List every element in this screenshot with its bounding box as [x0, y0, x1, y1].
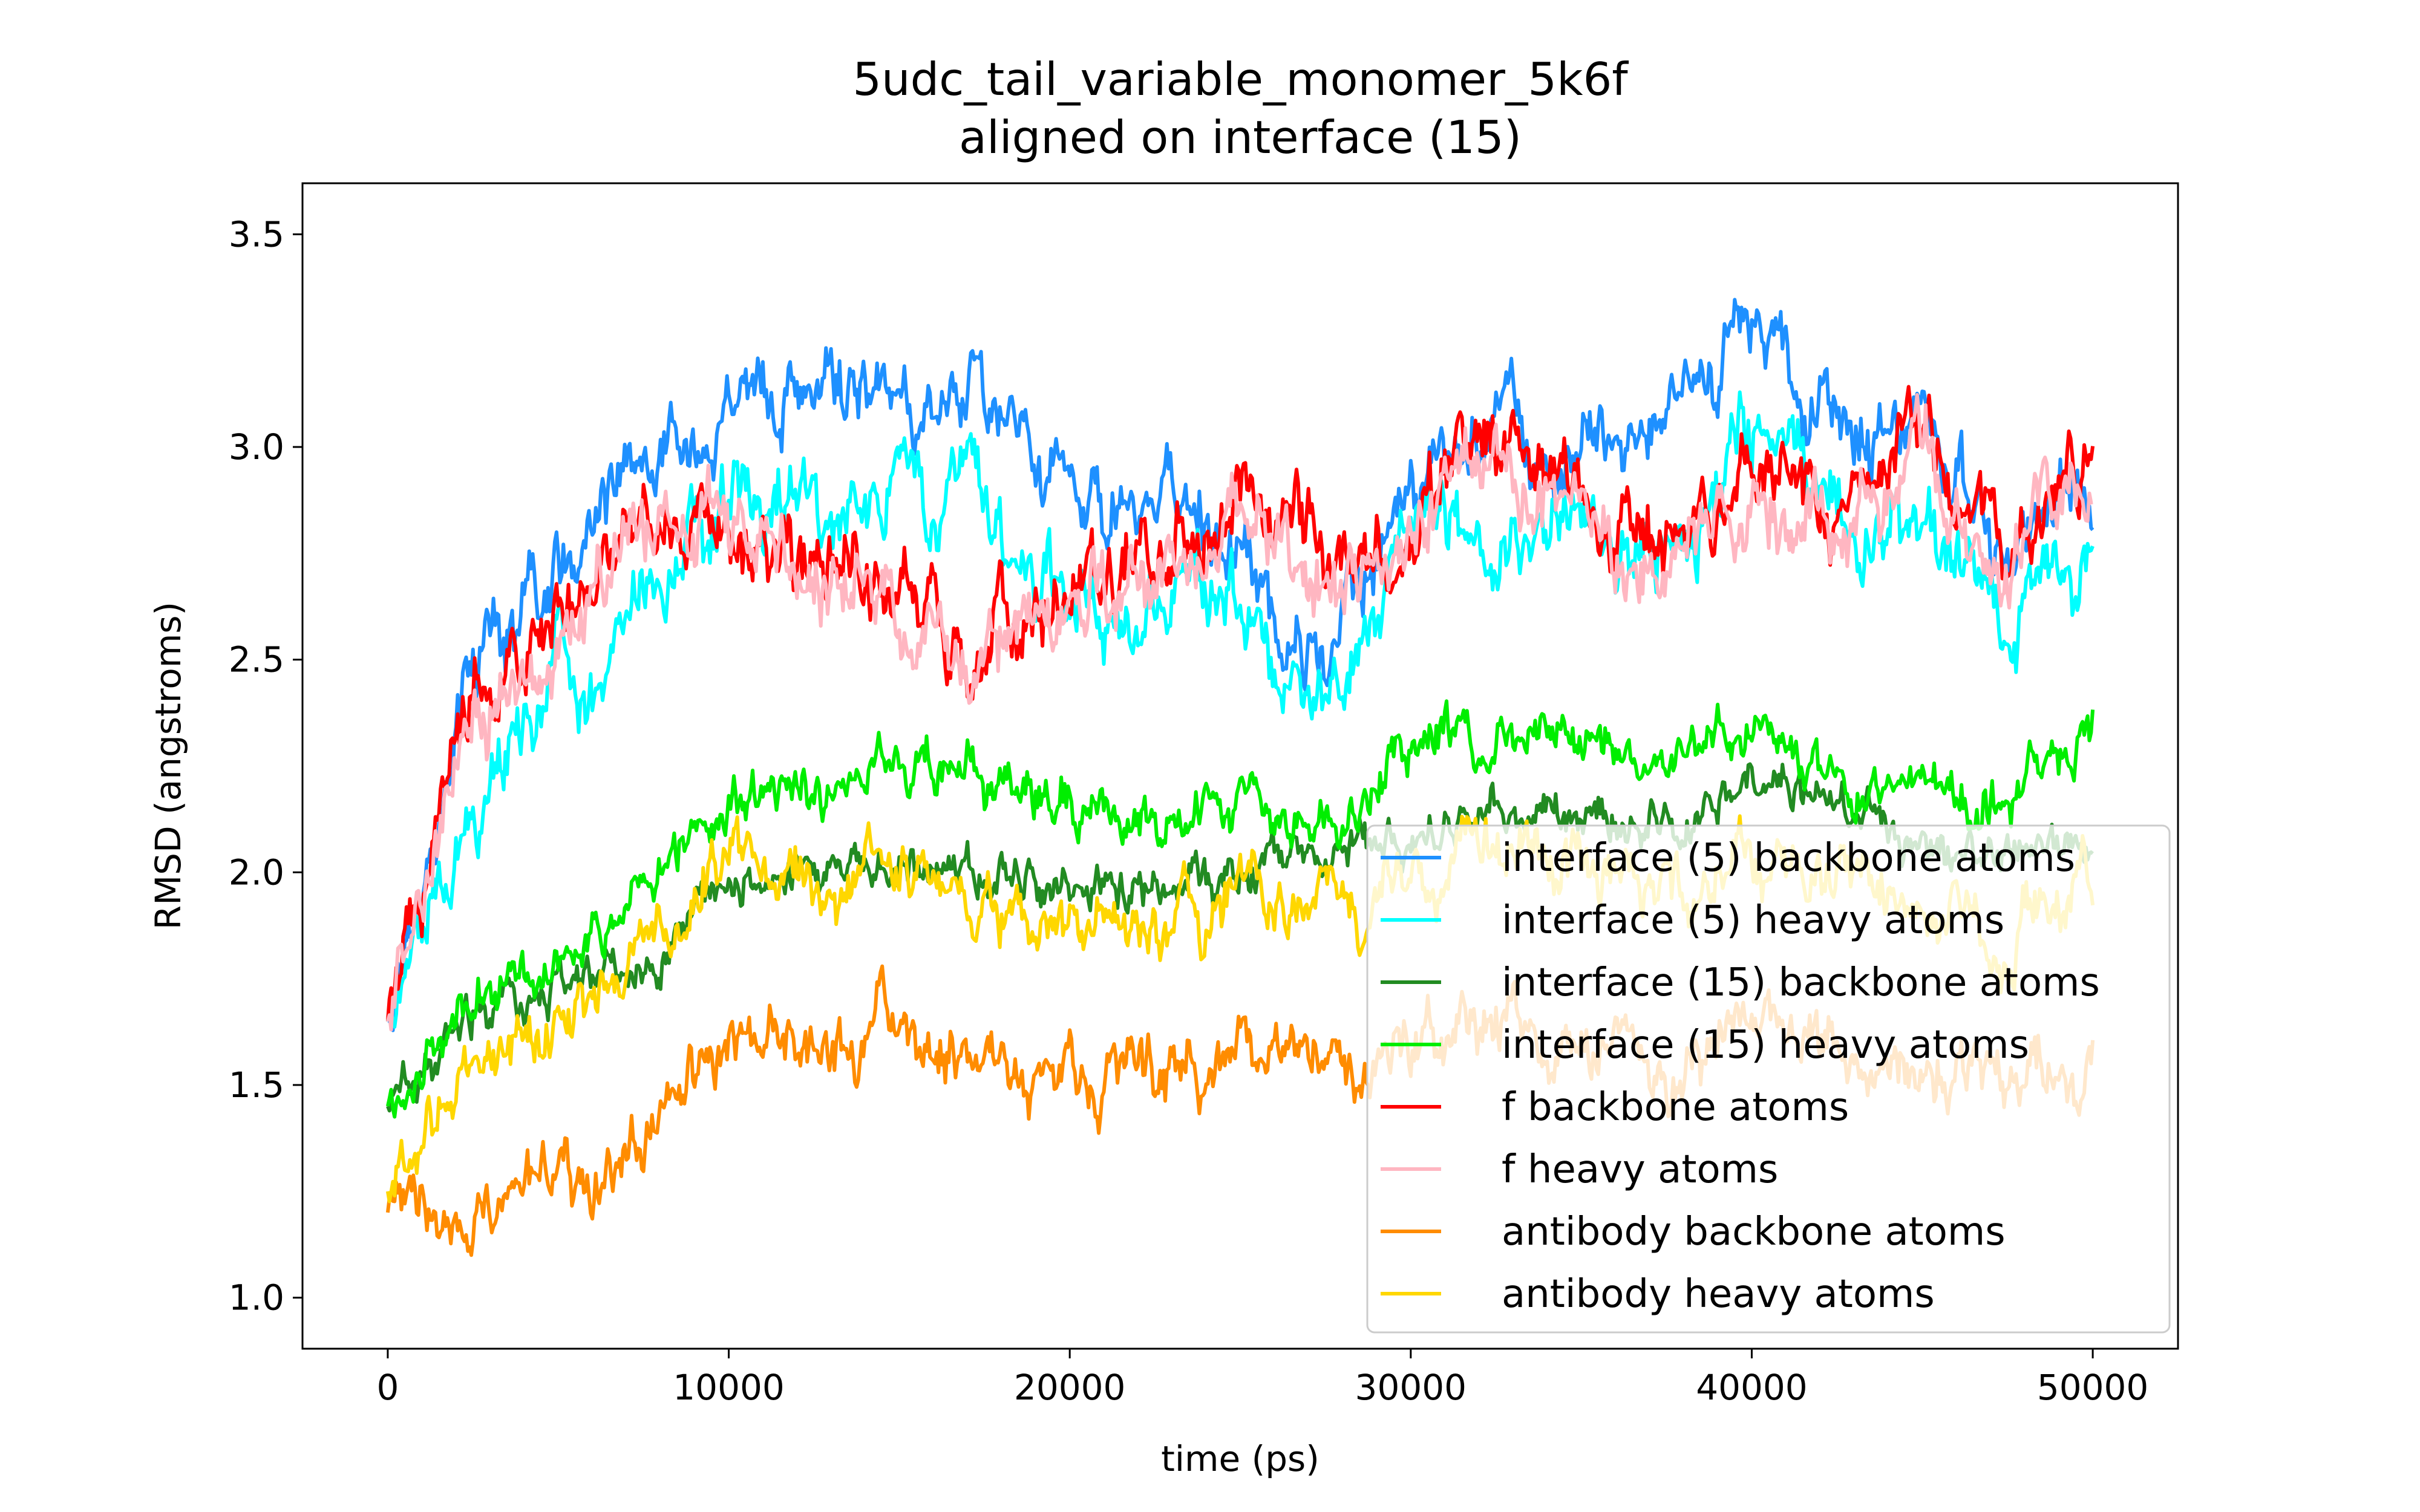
x-tick-label: 30000 — [1355, 1367, 1467, 1408]
y-axis-label: RMSD (angstroms) — [148, 602, 189, 930]
series-line-6 — [386, 393, 2093, 1032]
legend-label-2: interface (5) heavy atoms — [1502, 898, 2004, 943]
legend-label-8: antibody heavy atoms — [1502, 1272, 1935, 1317]
chart-title-line-1: 5udc_tail_variable_monomer_5k6f — [852, 53, 1629, 106]
y-tick-label: 3.5 — [229, 213, 284, 255]
x-tick-label: 50000 — [2037, 1367, 2149, 1408]
y-tick-label: 2.5 — [229, 639, 284, 680]
series-line-1 — [387, 298, 2095, 1032]
x-tick-label: 40000 — [1696, 1367, 1808, 1408]
series-line-5 — [385, 385, 2095, 1022]
legend-box — [1366, 824, 2171, 1334]
x-tick-label: 0 — [376, 1367, 399, 1408]
x-axis-label: time (ps) — [1161, 1438, 1320, 1479]
x-tick-label: 20000 — [1014, 1367, 1126, 1408]
legend-label-6: f heavy atoms — [1502, 1147, 1778, 1192]
x-axis: 0 10000 20000 30000 40000 50000 — [376, 1349, 2148, 1408]
y-tick-label: 2.0 — [229, 852, 284, 893]
legend-label-7: antibody backbone atoms — [1502, 1210, 2006, 1254]
y-tick-label: 3.0 — [229, 426, 284, 468]
legend-label-5: f backbone atoms — [1502, 1085, 1849, 1130]
chart-title-line-2: aligned on interface (15) — [959, 111, 1522, 164]
series-line-4 — [385, 699, 2095, 1119]
y-tick-label: 1.0 — [229, 1277, 284, 1318]
legend-label-4: interface (15) heavy atoms — [1502, 1023, 2029, 1067]
legend-items: interface (5) backbone atoms interface (5… — [1381, 836, 2100, 1317]
x-tick-label: 10000 — [673, 1367, 785, 1408]
legend-label-1: interface (5) backbone atoms — [1502, 836, 2075, 881]
y-axis: 1.0 1.5 2.0 2.5 3.0 3.5 — [229, 213, 302, 1318]
legend: interface (5) backbone atoms interface (5… — [1366, 824, 2171, 1334]
legend-label-3: interface (15) backbone atoms — [1502, 960, 2100, 1005]
plot-frame — [301, 182, 2179, 1350]
y-tick-label: 1.5 — [229, 1064, 284, 1106]
